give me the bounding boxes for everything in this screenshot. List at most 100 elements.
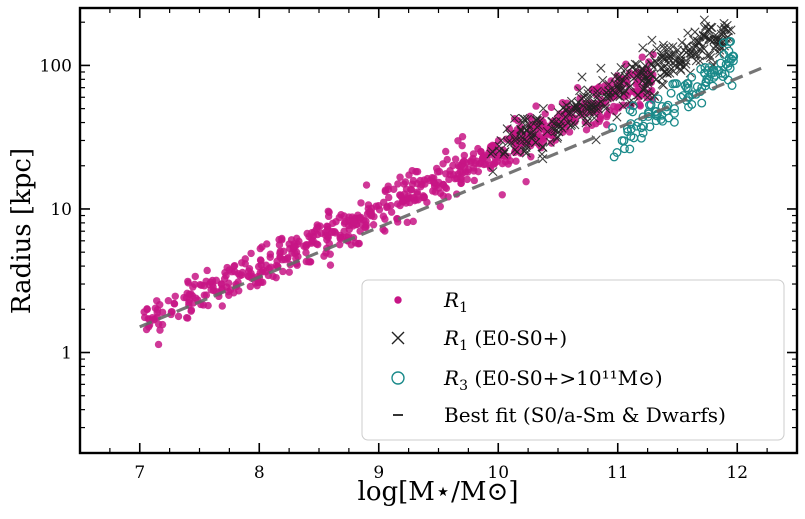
r1-point xyxy=(493,157,501,166)
r1-e0s0-point xyxy=(677,37,687,48)
r1-e0s0-point xyxy=(521,148,532,158)
r1-e0s0-point xyxy=(522,114,533,124)
r1-e0s0-point xyxy=(496,135,506,146)
r1-point xyxy=(171,292,179,300)
r3-point xyxy=(704,63,714,73)
r1-e0s0-point xyxy=(486,149,496,159)
r3-point xyxy=(697,98,707,108)
r1-point xyxy=(576,94,584,102)
r1-point xyxy=(317,229,326,237)
r1-e0s0-point xyxy=(516,124,526,134)
r1-e0s0-point xyxy=(676,59,686,69)
legend-marker-x xyxy=(391,331,405,345)
r1-e0s0-point xyxy=(640,84,650,94)
r1-point xyxy=(582,126,591,134)
r1-e0s0-point xyxy=(706,22,716,32)
r1-e0s0-point xyxy=(538,103,548,114)
r1-e0s0-point xyxy=(686,51,697,62)
r1-point xyxy=(369,221,378,229)
r1-point xyxy=(256,256,265,264)
r1-point xyxy=(362,181,371,189)
r1-point xyxy=(538,135,547,143)
r1-point xyxy=(153,306,162,314)
x-tick-label: 9 xyxy=(373,463,384,483)
r1-e0s0-point xyxy=(681,56,691,66)
r1-e0s0-point xyxy=(593,104,603,114)
legend: R1 R1 (E0-S0+) R3 (E0-S0+>10¹¹M⊙) Best fit … xyxy=(361,279,785,441)
r1-e0s0-point xyxy=(509,113,520,124)
r1-point xyxy=(413,188,422,196)
r1-point xyxy=(413,167,422,176)
r1-e0s0-point xyxy=(503,137,513,148)
r1-point xyxy=(436,202,444,211)
r1-e0s0-point xyxy=(576,93,587,103)
r1-point xyxy=(403,218,411,227)
r1-point xyxy=(262,268,270,276)
r1-e0s0-point xyxy=(511,133,521,143)
r1-point xyxy=(247,249,255,258)
tick-layer xyxy=(79,8,798,454)
r3-point xyxy=(696,64,706,74)
r1-point xyxy=(505,125,514,133)
r1-e0s0-point xyxy=(550,124,560,134)
r1-e0s0-point xyxy=(644,75,654,85)
legend-label: R1 (E0-S0+) xyxy=(443,326,567,354)
r1-point xyxy=(357,199,365,207)
r1-e0s0-point xyxy=(533,120,544,131)
r1-point xyxy=(207,286,215,294)
r1-point xyxy=(603,113,611,121)
r3-point xyxy=(704,75,714,85)
r1-point xyxy=(230,262,238,271)
r1-point xyxy=(324,225,332,234)
r1-e0s0-point xyxy=(577,72,587,82)
r1-point xyxy=(400,180,408,188)
r1-e0s0-point xyxy=(502,124,512,134)
r1-e0s0-point xyxy=(682,41,692,51)
r3-point xyxy=(683,83,693,93)
r1-e0s0-point xyxy=(525,123,535,133)
legend-label: R3 (E0-S0+>10¹¹M⊙) xyxy=(443,366,663,394)
r1-point xyxy=(329,219,337,228)
r3-point xyxy=(670,108,679,118)
r3-point xyxy=(727,81,737,90)
r1-e0s0-point xyxy=(505,129,515,139)
r1-e0s0-point xyxy=(668,57,678,68)
best-fit-line xyxy=(139,66,762,329)
r1-e0s0-point xyxy=(656,49,667,59)
r1-point xyxy=(573,83,582,92)
r1-point xyxy=(324,207,332,215)
r3-point xyxy=(645,122,655,132)
r3-point xyxy=(701,77,711,87)
r1-e0s0-point xyxy=(640,61,650,71)
r3-point xyxy=(636,133,646,143)
r1-e0s0-point xyxy=(575,86,585,96)
r1-e0s0-point xyxy=(645,48,655,58)
r1-point xyxy=(364,201,373,209)
r1-point xyxy=(446,167,454,175)
r3-point xyxy=(653,94,663,104)
fit-layer xyxy=(139,66,762,329)
r1-e0s0-point xyxy=(583,85,593,95)
r1-point xyxy=(474,144,482,153)
r1-e0s0-point xyxy=(601,103,611,114)
r1-point xyxy=(182,314,191,322)
r1-e0s0-point xyxy=(705,53,716,63)
r1-point xyxy=(416,176,424,185)
r1-point xyxy=(203,266,211,275)
r1-e0s0-point xyxy=(563,118,573,128)
r1-point xyxy=(290,242,298,250)
r1-e0s0-point xyxy=(719,18,729,29)
r1-point xyxy=(435,167,444,176)
r1-e0s0-point xyxy=(542,126,552,137)
r1-point xyxy=(324,232,332,241)
r1-point xyxy=(394,180,402,188)
r3-point xyxy=(625,144,635,154)
r1-e0s0-point xyxy=(582,101,592,111)
r3-point xyxy=(668,79,678,89)
r1-point xyxy=(381,215,389,223)
r1-point xyxy=(167,310,175,319)
r1-point xyxy=(423,174,432,183)
r1-e0s0-point xyxy=(589,113,599,123)
r1-point xyxy=(246,282,255,291)
r1-e0s0-point xyxy=(660,53,670,63)
